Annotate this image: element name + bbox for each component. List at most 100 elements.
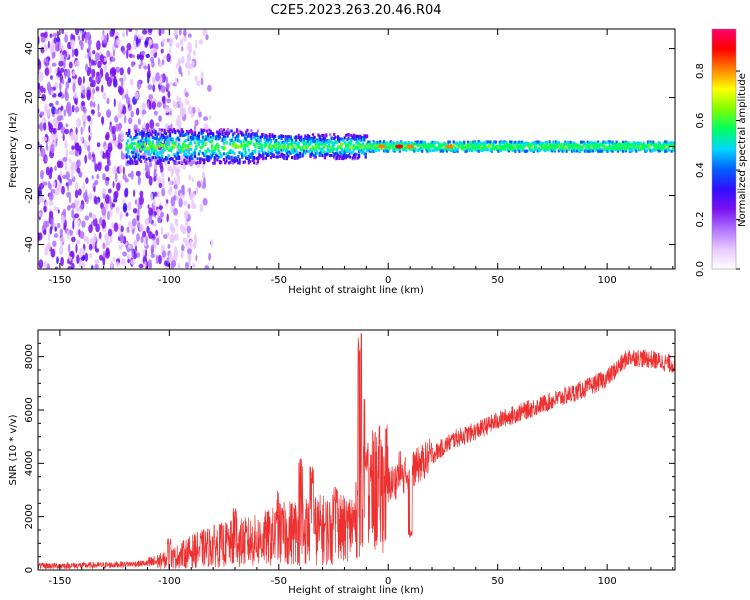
spectrogram-cell (95, 86, 100, 92)
spectrogram-cell (639, 146, 642, 150)
spectrogram-cell (657, 143, 660, 147)
spectrogram-cell (226, 127, 229, 131)
spectrogram-cell (145, 150, 148, 154)
spectrogram-cell (178, 155, 181, 159)
spectrogram-cell (231, 161, 235, 165)
spectrogram-cell (520, 148, 524, 152)
spectrogram-cell (543, 146, 546, 150)
spectrogram-cell (203, 158, 206, 162)
spectrogram-cell (515, 144, 524, 149)
spectrogram-cell (335, 151, 338, 155)
spectrogram-cell (130, 138, 133, 141)
spectrogram-cell (281, 153, 285, 157)
spectrogram-cell (229, 160, 232, 164)
spectrogram-cell (535, 145, 538, 149)
spectrogram-cell (283, 156, 286, 160)
colorbar-tick-label: 0.0 (695, 261, 706, 277)
spectrogram-cell (163, 143, 166, 147)
spectrogram-cell (292, 141, 295, 145)
spectrogram-cell (623, 147, 626, 150)
spectrogram-cell (480, 148, 483, 152)
spectrogram-cell (411, 142, 415, 146)
spectrogram-cell (355, 146, 358, 150)
spectrogram-cell (179, 38, 184, 47)
spectrogram-cell (145, 122, 150, 131)
spectrogram-cell (551, 149, 554, 153)
spectrogram-cell (297, 154, 300, 158)
spectrogram-cell (641, 145, 644, 149)
spectrogram-cell (130, 259, 136, 265)
spectrogram-cell (478, 144, 482, 148)
spectrogram-cell (459, 142, 462, 146)
spectrogram-cell (187, 33, 192, 38)
spectrogram-cell (38, 194, 43, 204)
spectrogram-cell (231, 142, 235, 146)
spectrogram-cell (61, 185, 65, 195)
spectrogram-cell (267, 145, 270, 149)
spectrogram-cell (530, 147, 533, 151)
spectrogram-cell (393, 141, 396, 145)
spectrogram-cell (128, 117, 133, 125)
spectrogram-cell (126, 146, 130, 149)
spectrogram-cell (262, 155, 265, 158)
spectrogram-cell (170, 123, 173, 129)
spectrogram-cell (513, 148, 516, 152)
spectrogram-cell (432, 143, 436, 147)
spectrogram-cell (452, 149, 455, 153)
spectrogram-cell (143, 128, 147, 132)
spectrogram-cell (343, 140, 346, 144)
spectrogram-cell (628, 148, 631, 152)
spectrogram-cell (400, 142, 403, 146)
spectrogram-cell (91, 265, 94, 269)
spectrogram-cell (506, 148, 509, 152)
spectrogram-cell (375, 146, 378, 150)
spectrogram-cell (291, 143, 294, 147)
spectrogram-cell (323, 155, 327, 159)
spectrogram-cell (59, 228, 64, 236)
spectrogram-cell (75, 239, 81, 245)
spectrogram-cell (110, 260, 113, 269)
spectrogram-cell (354, 134, 357, 138)
spectrogram-cell (242, 133, 245, 137)
spectrogram-cell (197, 137, 200, 141)
spectrogram-cell (367, 144, 370, 148)
spectrogram-cell (277, 145, 281, 149)
spectrogram-cell (322, 140, 325, 144)
spectrogram-cell (235, 144, 239, 148)
spectrogram-cell (427, 149, 430, 153)
spectrogram-cell (237, 132, 240, 136)
spectrogram-cell (163, 136, 166, 139)
spectrogram-cell (183, 153, 186, 157)
spectrogram-cell (251, 149, 254, 153)
spectrogram-cell (133, 162, 136, 165)
spectrogram-cell (484, 143, 487, 147)
spectrogram-cell (388, 142, 391, 146)
spectrogram-cell (241, 144, 244, 148)
spectrogram-cell (355, 140, 358, 144)
spectrogram-cell (141, 131, 144, 135)
spectrogram-cell (183, 145, 186, 148)
spectrogram-cell (103, 145, 109, 150)
spectrogram-cell (291, 140, 294, 144)
spectrogram-cell (64, 128, 70, 135)
spectrogram-cell (185, 96, 188, 105)
spectrogram-cell (557, 143, 560, 147)
spectrogram-cell (155, 154, 158, 157)
spectrogram-cell (216, 154, 219, 158)
spectrogram-cell (263, 141, 266, 145)
spectrogram-y-tick-label: -20 (24, 187, 35, 203)
spectrogram-cell (118, 244, 123, 250)
spectrogram-cell (338, 145, 341, 149)
spectrogram-cell (134, 162, 137, 165)
spectrogram-cell (262, 133, 265, 137)
spectrogram-cell (141, 102, 146, 110)
spectrogram-cell (312, 133, 315, 137)
spectrogram-cell (44, 67, 50, 76)
spectrogram-cell (59, 42, 62, 52)
spectrogram-cell (239, 140, 242, 144)
spectrogram-cell (147, 142, 151, 146)
spectrogram-cell (300, 148, 303, 152)
spectrogram-cell (329, 154, 332, 157)
spectrogram-cell (477, 141, 480, 145)
spectrogram-cell (587, 146, 591, 150)
